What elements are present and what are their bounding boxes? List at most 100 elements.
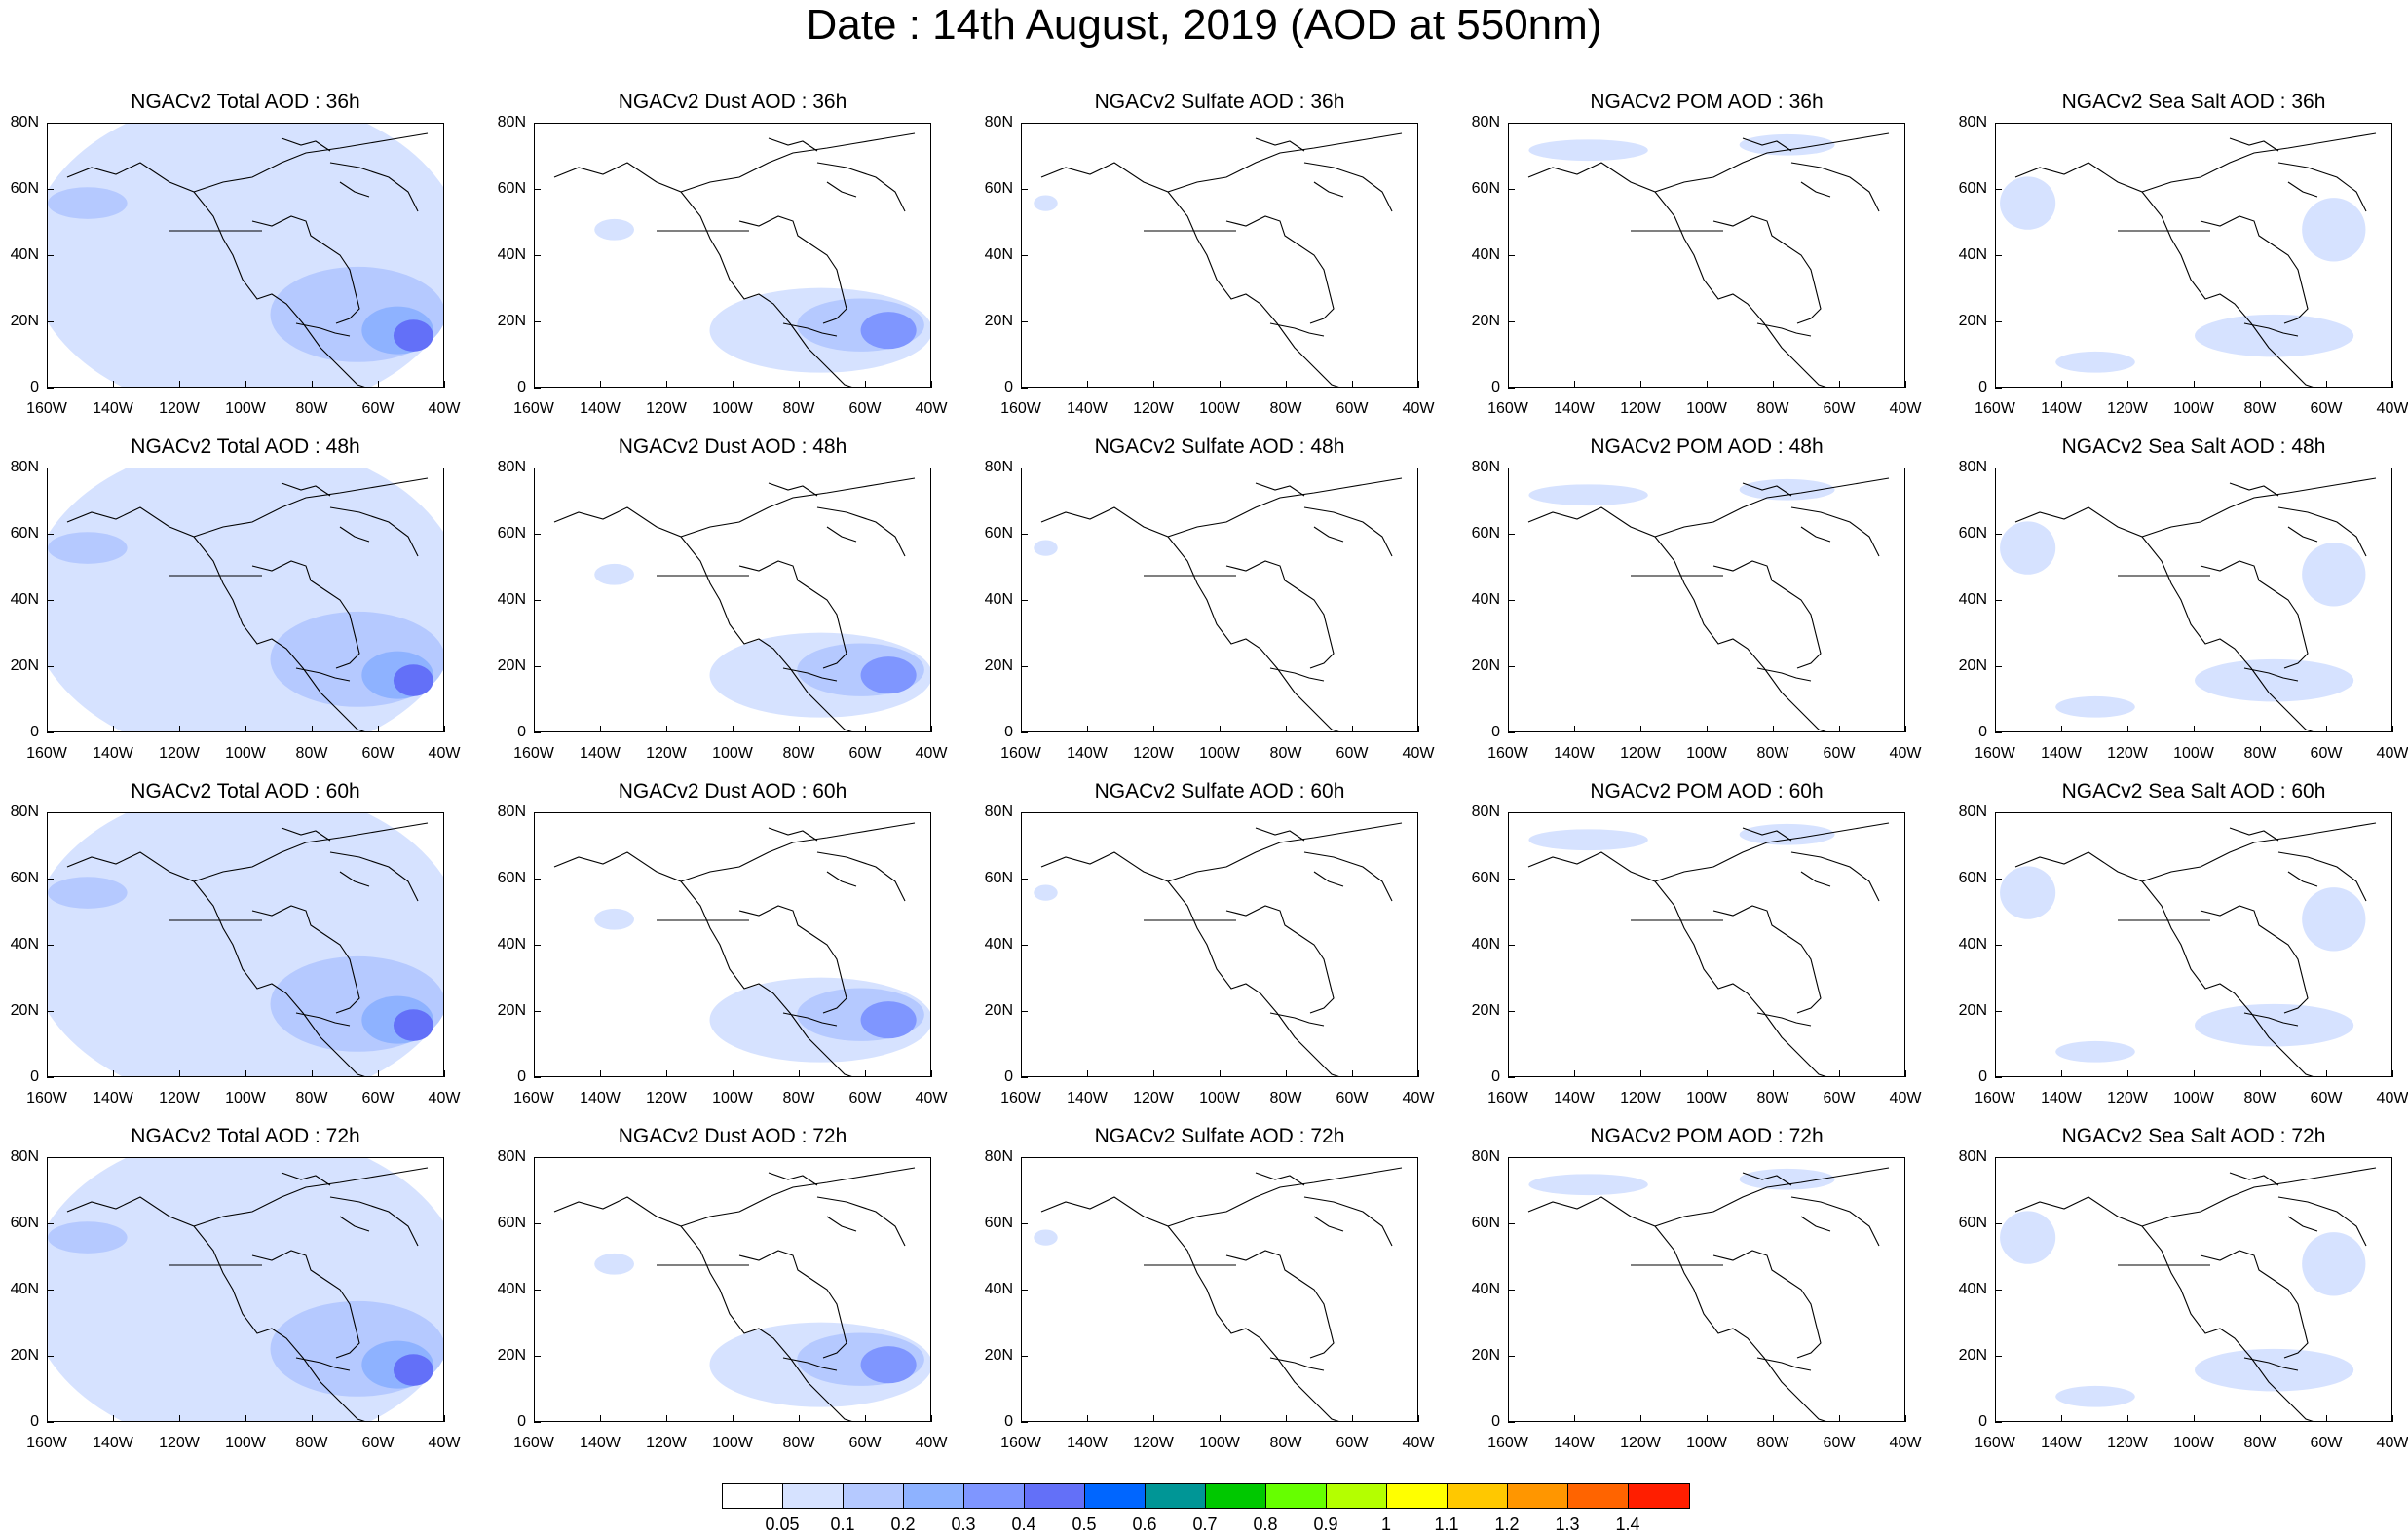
latitude-label: 40N (1471, 246, 1500, 263)
longitude-tick (245, 1070, 246, 1077)
coastline (1167, 477, 1403, 538)
coastline (1800, 526, 1831, 543)
colorbar-label: 0.6 (1132, 1515, 1157, 1534)
longitude-tick (2194, 1415, 2195, 1422)
figure-title: Date : 14th August, 2019 (AOD at 550nm) (806, 1, 1602, 49)
latitude-tick (1995, 1077, 2002, 1078)
latitude-label: 20N (1958, 313, 1987, 329)
coastline (738, 215, 847, 324)
longitude-tick (666, 1415, 667, 1422)
map-shading (553, 477, 930, 731)
latitude-tick (47, 1223, 54, 1224)
longitude-label: 40W (2376, 400, 2408, 417)
longitude-tick (2392, 381, 2393, 388)
coastline (2200, 215, 2309, 324)
longitude-label: 120W (646, 745, 687, 762)
latitude-label: 20N (497, 1347, 526, 1364)
longitude-label: 140W (580, 1090, 621, 1106)
coastline (1654, 822, 1890, 882)
latitude-label: 0 (1978, 724, 1987, 740)
longitude-label: 40W (2376, 745, 2408, 762)
latitude-label: 80N (984, 114, 1013, 131)
longitude-tick (2061, 726, 2062, 732)
aod-shading-region (1528, 1174, 1648, 1196)
longitude-tick (1418, 1070, 1419, 1077)
coastline (816, 162, 906, 212)
longitude-label: 40W (915, 745, 948, 762)
longitude-label: 160W (513, 745, 554, 762)
latitude-label: 60N (497, 525, 526, 542)
coastline (66, 851, 365, 1076)
coastline (826, 871, 857, 887)
colorbar-label: 0.1 (830, 1515, 855, 1534)
longitude-tick (799, 1415, 800, 1422)
aod-shading-region (393, 1009, 433, 1041)
aod-shading-region (1739, 823, 1835, 845)
coastline (816, 506, 906, 557)
latitude-label: 80N (10, 804, 39, 820)
latitude-tick (1508, 1011, 1515, 1012)
colorbar-swatch (844, 1484, 904, 1508)
longitude-label: 80W (1269, 745, 1302, 762)
coastline (1313, 526, 1344, 543)
coastline (782, 1012, 838, 1027)
longitude-label: 120W (2107, 1090, 2148, 1106)
aod-shading-region (2000, 866, 2056, 919)
longitude-label: 40W (915, 1090, 948, 1106)
longitude-label: 120W (159, 745, 200, 762)
latitude-label: 20N (497, 313, 526, 329)
longitude-label: 160W (513, 400, 554, 417)
latitude-tick (1021, 123, 1028, 124)
panel-title: NGACv2 Dust AOD : 72h (618, 1125, 847, 1147)
coastline (1167, 132, 1403, 193)
longitude-label: 100W (1199, 400, 1240, 417)
colorbar-swatch (1448, 1484, 1508, 1508)
longitude-label: 80W (1269, 1090, 1302, 1106)
aod-map-panel (1508, 468, 1905, 732)
latitude-label: 80N (497, 1148, 526, 1165)
longitude-label: 160W (26, 1435, 67, 1451)
latitude-label: 40N (1471, 591, 1500, 608)
latitude-tick (1995, 1011, 2002, 1012)
latitude-label: 20N (984, 313, 1013, 329)
longitude-label: 80W (782, 1435, 815, 1451)
longitude-tick (600, 1070, 601, 1077)
colorbar-swatch (1387, 1484, 1448, 1508)
longitude-tick (1995, 1070, 1996, 1077)
latitude-tick (1995, 255, 2002, 256)
coastline (1225, 905, 1335, 1014)
longitude-label: 60W (848, 400, 882, 417)
aod-map-panel (534, 1157, 931, 1422)
longitude-label: 40W (428, 1435, 461, 1451)
latitude-tick (1508, 1356, 1515, 1357)
latitude-tick (1995, 945, 2002, 946)
longitude-tick (1286, 726, 1287, 732)
longitude-label: 80W (2243, 400, 2276, 417)
longitude-label: 120W (1133, 745, 1174, 762)
map-shading (2000, 477, 2377, 731)
longitude-label: 100W (712, 1435, 753, 1451)
latitude-tick (47, 732, 54, 733)
aod-map-panel (47, 123, 444, 388)
longitude-tick (1087, 1415, 1088, 1422)
longitude-label: 160W (1975, 1435, 2015, 1451)
latitude-label: 40N (984, 936, 1013, 953)
longitude-tick (1640, 381, 1641, 388)
latitude-tick (47, 1290, 54, 1291)
coastline (1225, 1250, 1335, 1359)
longitude-tick (1508, 1070, 1509, 1077)
longitude-tick (1574, 726, 1575, 732)
latitude-label: 40N (1958, 936, 1987, 953)
aod-map-panel (1021, 468, 1418, 732)
latitude-tick (1508, 1157, 1515, 1158)
coastline (1527, 162, 1826, 387)
coastline (680, 1167, 916, 1227)
latitude-label: 60N (1471, 1215, 1500, 1231)
longitude-label: 120W (646, 400, 687, 417)
coastline (768, 137, 818, 152)
latitude-tick (1995, 1356, 2002, 1357)
latitude-tick (534, 321, 541, 322)
latitude-tick (534, 189, 541, 190)
coastline (2141, 132, 2377, 193)
coastline (1040, 162, 1339, 387)
